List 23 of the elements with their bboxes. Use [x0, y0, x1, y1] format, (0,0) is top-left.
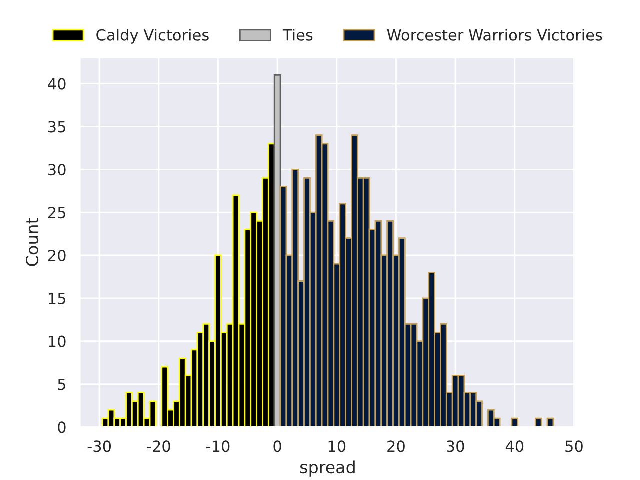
x-tick-label: 50 [566, 440, 583, 452]
y-tick-label: 30 [48, 164, 66, 176]
x-tick-label: 20 [388, 440, 405, 452]
y-tick-label: 40 [48, 78, 66, 90]
x-tick-label: -10 [206, 440, 230, 452]
x-tick-label: -20 [147, 440, 170, 452]
x-tick-label: 40 [506, 440, 524, 452]
y-tick-label: 5 [58, 378, 66, 390]
y-tick-label: 20 [48, 250, 66, 262]
legend-label: Ties [282, 29, 313, 41]
x-tick-label: 10 [328, 440, 346, 452]
y-axis-title: Count [26, 218, 39, 266]
x-tick-label: 30 [447, 440, 464, 452]
y-tick-label: 0 [58, 422, 66, 434]
x-tick-label: 0 [274, 440, 282, 452]
x-tick-label: -30 [88, 440, 112, 452]
y-tick-label: 10 [49, 336, 66, 348]
y-tick-label: 15 [49, 293, 66, 304]
legend-label: Worcester Warriors Victories [387, 29, 602, 41]
y-tick-label: 35 [48, 121, 66, 133]
legend-label: Caldy Victories [96, 29, 209, 44]
x-axis-title: spread [300, 460, 355, 477]
y-tick-label: 25 [48, 207, 66, 219]
